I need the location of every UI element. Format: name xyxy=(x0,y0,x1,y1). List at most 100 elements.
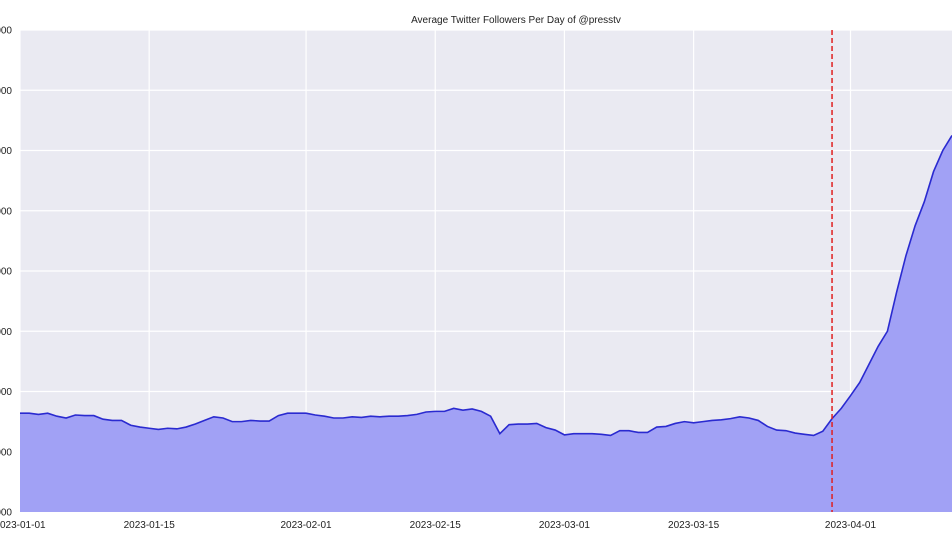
data-point xyxy=(56,415,58,417)
data-point xyxy=(176,428,178,430)
data-point xyxy=(877,345,879,347)
data-point xyxy=(766,425,768,427)
data-point xyxy=(240,421,242,423)
data-point xyxy=(342,417,344,419)
data-point xyxy=(527,423,529,425)
data-point xyxy=(28,412,30,414)
chart-title: Average Twitter Followers Per Day of @pr… xyxy=(411,15,621,26)
x-tick-label: 2023-04-01 xyxy=(825,520,877,531)
series-area-fill xyxy=(20,135,952,512)
data-point xyxy=(370,415,372,417)
y-tick-label: 000 xyxy=(0,447,12,458)
data-point xyxy=(637,431,639,433)
data-point xyxy=(600,433,602,435)
data-point xyxy=(665,425,667,427)
data-point xyxy=(896,291,898,293)
y-tick-label: 000 xyxy=(0,206,12,217)
data-point xyxy=(194,423,196,425)
y-tick-label: 000 xyxy=(0,26,12,37)
data-point xyxy=(416,413,418,415)
y-axis-ticks: 000 000 000 000 000 000 000 000 000 xyxy=(0,26,12,519)
data-point xyxy=(573,433,575,435)
data-point xyxy=(757,419,759,421)
data-point xyxy=(157,428,159,430)
data-point xyxy=(259,420,261,422)
data-point xyxy=(776,429,778,431)
data-point xyxy=(102,418,104,420)
data-point xyxy=(388,415,390,417)
data-point xyxy=(379,416,381,418)
data-point xyxy=(462,409,464,411)
data-point xyxy=(545,427,547,429)
data-point xyxy=(674,422,676,424)
data-point xyxy=(213,416,215,418)
data-point xyxy=(305,412,307,414)
data-point xyxy=(268,420,270,422)
data-point xyxy=(425,411,427,413)
data-point xyxy=(840,407,842,409)
data-point xyxy=(287,412,289,414)
x-tick-label: 2023-03-01 xyxy=(539,520,591,531)
data-point xyxy=(277,415,279,417)
x-tick-label: 2023-01-01 xyxy=(0,520,46,531)
data-point xyxy=(942,150,944,152)
series-line xyxy=(20,135,952,437)
data-point xyxy=(831,418,833,420)
data-point xyxy=(868,363,870,365)
y-tick-label: 000 xyxy=(0,387,12,398)
data-point xyxy=(74,414,76,416)
data-point xyxy=(333,417,335,419)
y-tick-label: 000 xyxy=(0,86,12,97)
data-point xyxy=(37,413,39,415)
data-point xyxy=(471,408,473,410)
x-tick-label: 2023-02-01 xyxy=(280,520,332,531)
data-point xyxy=(711,419,713,421)
data-point xyxy=(19,412,21,414)
y-tick-label: 000 xyxy=(0,146,12,157)
data-point xyxy=(434,410,436,412)
data-point xyxy=(167,427,169,429)
data-point xyxy=(407,415,409,417)
data-point xyxy=(610,434,612,436)
data-point xyxy=(563,434,565,436)
data-point xyxy=(296,412,298,414)
data-point xyxy=(886,330,888,332)
data-point xyxy=(656,426,658,428)
data-point xyxy=(443,410,445,412)
data-point xyxy=(785,430,787,432)
data-point xyxy=(250,419,252,421)
y-tick-label: 000 xyxy=(0,508,12,519)
data-point xyxy=(111,419,113,421)
data-point xyxy=(148,427,150,429)
data-point xyxy=(139,426,141,428)
data-point xyxy=(397,415,399,417)
data-point xyxy=(683,421,685,423)
x-tick-label: 2023-03-15 xyxy=(668,520,720,531)
data-point xyxy=(619,430,621,432)
data-point xyxy=(693,422,695,424)
data-point xyxy=(231,421,233,423)
data-point xyxy=(324,415,326,417)
data-point xyxy=(204,419,206,421)
data-point xyxy=(923,201,925,203)
data-point xyxy=(803,433,805,435)
data-point xyxy=(591,433,593,435)
data-point xyxy=(84,415,86,417)
data-point xyxy=(859,381,861,383)
data-point xyxy=(499,433,501,435)
data-point xyxy=(702,421,704,423)
data-point xyxy=(360,416,362,418)
data-point xyxy=(914,225,916,227)
data-point xyxy=(508,424,510,426)
data-point xyxy=(813,434,815,436)
data-point xyxy=(314,414,316,416)
data-point xyxy=(748,417,750,419)
data-point xyxy=(453,407,455,409)
data-point xyxy=(65,417,67,419)
data-point xyxy=(849,395,851,397)
data-point xyxy=(822,430,824,432)
data-point xyxy=(93,415,95,417)
x-tick-label: 2023-01-15 xyxy=(124,520,176,531)
